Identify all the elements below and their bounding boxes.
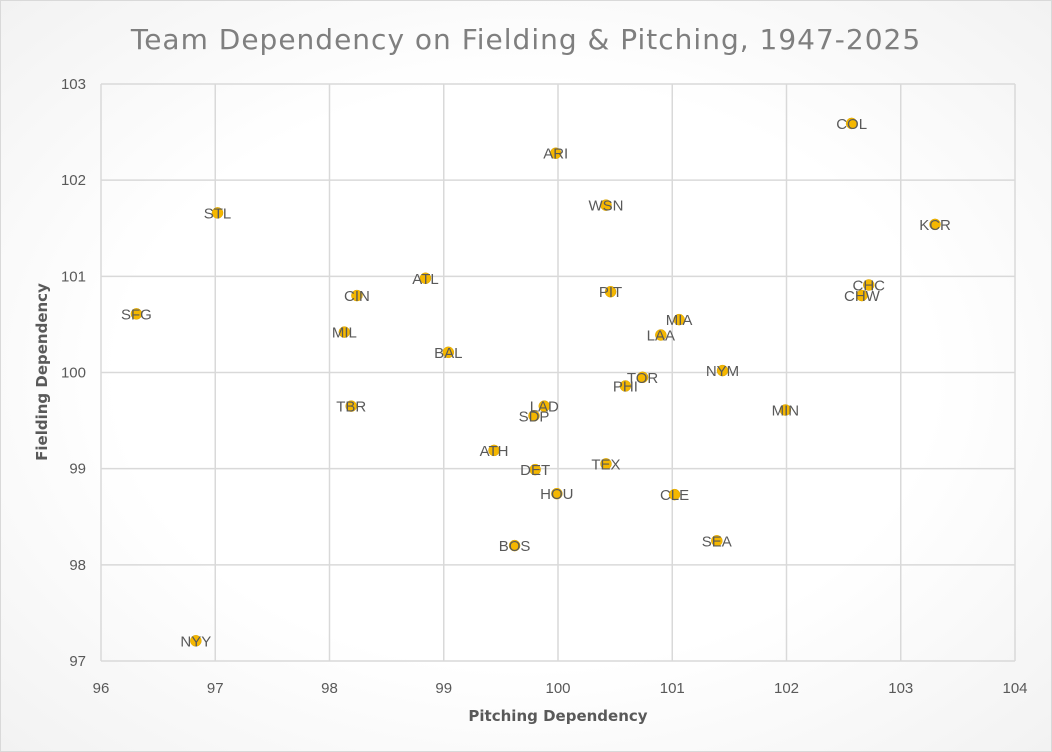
data-label-atl: ATL	[412, 271, 438, 288]
x-tick-label: 99	[435, 680, 452, 697]
data-point-bos	[508, 539, 521, 552]
data-label-mil: MIL	[332, 325, 357, 342]
data-label-mia: MIA	[666, 312, 693, 329]
chart-title: Team Dependency on Fielding & Pitching, …	[130, 23, 921, 56]
data-point-tor	[636, 371, 649, 384]
data-point-atl	[419, 272, 432, 285]
data-label-sfg: SFG	[121, 306, 152, 323]
data-point-sea	[711, 535, 723, 547]
y-axis-title: Fielding Dependency	[33, 283, 51, 461]
data-label-sdp: SDP	[519, 408, 550, 425]
data-point-nym	[716, 364, 729, 377]
data-point-col	[845, 117, 858, 130]
data-label-phi: PHI	[613, 378, 638, 395]
data-labels: COL ARI WSN STL KCR ATL CHC PIT CIN CHW SFG MIA MIL L…	[121, 116, 951, 650]
data-point-hou	[551, 487, 563, 500]
data-label-nyy: NYY	[180, 633, 211, 650]
data-label-tex: TEX	[591, 456, 620, 473]
data-label-det: DET	[520, 462, 550, 479]
data-point-kcr	[929, 218, 941, 231]
data-point-chc	[863, 279, 875, 291]
data-label-tbr: TBR	[336, 399, 366, 416]
tick-labels: 96 97 98 99 100 101 102 103 104 97 98 99 100 101 102 10…	[61, 76, 1028, 697]
data-point-bal	[442, 346, 455, 359]
data-point-tex	[600, 458, 612, 470]
data-label-stl: STL	[204, 205, 232, 222]
x-axis-title: Pitching Dependency	[468, 707, 647, 725]
data-point-cle	[668, 488, 681, 501]
x-tick-label: 97	[207, 680, 224, 697]
data-point-chw	[856, 289, 868, 302]
data-point-min	[779, 404, 792, 416]
y-tick-label: 99	[69, 461, 86, 478]
data-point-phi	[619, 380, 632, 392]
data-point-tbr	[345, 400, 357, 412]
data-label-cle: CLE	[660, 487, 689, 504]
data-point-mia	[673, 313, 685, 326]
x-tick-label: 103	[888, 680, 913, 697]
data-point-cin	[351, 289, 363, 302]
data-point-pit	[604, 285, 617, 298]
data-point-laa	[655, 329, 667, 341]
x-tick-label: 104	[1002, 680, 1027, 697]
data-label-bos: BOS	[499, 538, 531, 555]
data-label-lad: LAD	[530, 399, 559, 416]
y-tick-label: 100	[61, 365, 86, 382]
data-label-cin: CIN	[344, 288, 370, 305]
data-point-stl	[211, 207, 224, 219]
data-label-chw: CHW	[844, 288, 881, 305]
data-point-sdp	[528, 410, 540, 422]
y-tick-label: 98	[69, 557, 86, 574]
y-tick-label: 101	[61, 268, 86, 285]
data-label-chc: CHC	[853, 277, 886, 294]
data-point-wsn	[600, 199, 612, 211]
x-tick-label: 101	[660, 680, 685, 697]
data-label-bal: BAL	[434, 345, 462, 362]
data-point-det	[529, 463, 541, 476]
gridlines	[100, 83, 1016, 662]
data-point-lad	[538, 400, 551, 412]
data-label-tor: TOR	[627, 370, 659, 387]
data-label-col: COL	[836, 116, 867, 133]
data-label-min: MIN	[772, 403, 800, 420]
data-point-ath	[488, 444, 500, 457]
data-point-sfg	[130, 308, 143, 320]
y-tick-label: 102	[61, 172, 86, 189]
y-tick-label: 97	[69, 653, 86, 670]
data-label-ath: ATH	[480, 443, 509, 460]
data-label-hou: HOU	[540, 486, 573, 503]
data-points	[130, 117, 941, 647]
data-label-laa: LAA	[647, 327, 675, 344]
data-label-pit: PIT	[599, 284, 622, 301]
data-point-mil	[338, 326, 351, 338]
data-label-ari: ARI	[543, 146, 568, 163]
data-point-nyy	[190, 635, 202, 647]
x-tick-label: 96	[93, 680, 110, 697]
data-label-kcr: KCR	[919, 217, 951, 234]
x-tick-label: 102	[774, 680, 799, 697]
data-point-ari	[549, 147, 562, 159]
y-tick-label: 103	[61, 76, 86, 93]
x-tick-label: 98	[321, 680, 338, 697]
x-tick-label: 100	[545, 680, 570, 697]
data-label-sea: SEA	[702, 533, 732, 550]
data-label-wsn: WSN	[588, 198, 623, 215]
data-label-nym: NYM	[706, 363, 739, 380]
